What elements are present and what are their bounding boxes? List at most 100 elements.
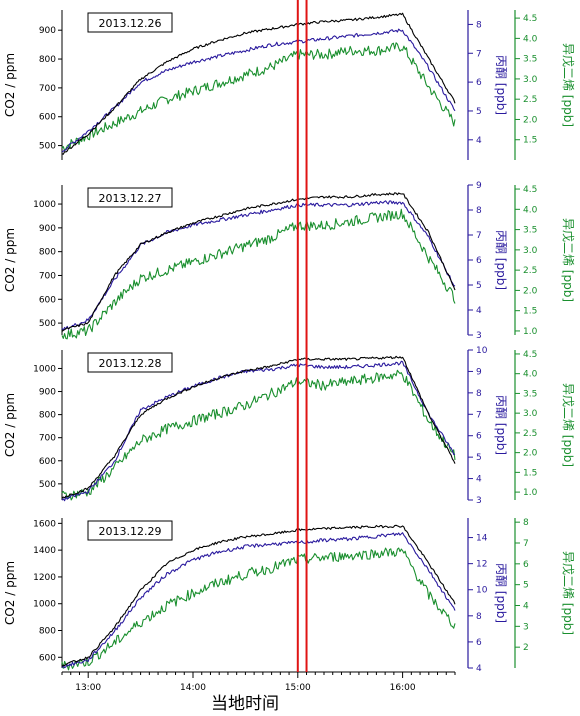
mid-tick-label: 4 (476, 306, 482, 316)
right-tick-label: 2.5 (523, 266, 537, 276)
series-line-isoprene (61, 42, 456, 152)
series-line-co2 (61, 355, 456, 499)
right-tick-label: 4.5 (523, 185, 537, 195)
left-tick-label: 900 (39, 388, 56, 398)
series-line-acetone (61, 360, 456, 502)
right-tick-label: 2.5 (523, 429, 537, 439)
date-box-frame (87, 12, 173, 33)
date-box-frame (87, 520, 173, 541)
left-axis-label: CO2 / ppm (3, 561, 17, 625)
mid-tick-label: 8 (476, 612, 482, 622)
right-axis-label: 异戊二烯 [ppb] (561, 551, 575, 635)
date-label: 2013.12.26 (99, 17, 162, 30)
left-tick-label: 700 (39, 84, 56, 94)
right-tick-label: 1.5 (523, 136, 537, 146)
right-tick-label: 3.5 (523, 389, 537, 399)
mid-tick-label: 4 (476, 664, 482, 674)
left-axis-label: CO2 / ppm (3, 393, 17, 457)
series-line-isoprene (61, 369, 456, 501)
left-axis-label: CO2 / ppm (3, 53, 17, 117)
mid-tick-label: 8 (476, 206, 482, 216)
time-markers (296, 0, 308, 672)
panel-2: 500 600 700 800 900 1000 CO2 / ppm 3 4 5 6 7 8 9 丙酮 [p… (3, 181, 575, 341)
left-tick-label: 800 (39, 627, 56, 637)
right-tick-label: 5 (523, 581, 529, 591)
date-box-frame (87, 352, 173, 373)
series-line-isoprene (61, 208, 456, 340)
mid-tick-label: 9 (476, 367, 482, 377)
series-line-co2 (61, 524, 456, 667)
right-tick-label: 3.5 (523, 55, 537, 65)
right-tick-label: 3.0 (523, 246, 538, 256)
right-tick-label: 3.0 (523, 75, 538, 85)
right-tick-label: 1.0 (523, 327, 538, 337)
series-line-co2 (61, 12, 456, 155)
left-tick-label: 1000 (33, 364, 56, 374)
left-tick-label: 900 (39, 26, 56, 36)
mid-tick-label: 4 (476, 475, 482, 485)
right-tick-label: 3.0 (523, 409, 538, 419)
mid-tick-label: 14 (476, 534, 488, 544)
x-tick-label: 15:00 (285, 683, 311, 693)
date-box: 2013.12.28 (87, 352, 173, 373)
mid-tick-label: 6 (476, 432, 482, 442)
right-tick-label: 2.0 (523, 286, 538, 296)
left-tick-label: 1200 (33, 573, 56, 583)
left-tick-label: 600 (39, 653, 56, 663)
left-tick-label: 900 (39, 224, 56, 234)
mid-tick-label: 10 (476, 346, 488, 356)
mid-axis-label: 丙酮 [ppb] (494, 230, 508, 290)
mid-tick-label: 5 (476, 453, 482, 463)
x-tick-label: 13:00 (75, 683, 101, 693)
left-tick-label: 600 (39, 113, 56, 123)
right-tick-label: 1.5 (523, 468, 537, 478)
mid-axis-label: 丙酮 [ppb] (494, 395, 508, 455)
right-tick-label: 4.5 (523, 14, 537, 24)
left-tick-label: 800 (39, 411, 56, 421)
mid-tick-label: 5 (476, 281, 482, 291)
mid-tick-label: 8 (476, 389, 482, 399)
right-tick-label: 2.0 (523, 449, 538, 459)
mid-tick-label: 6 (476, 256, 482, 266)
series-line-co2 (61, 192, 456, 332)
date-label: 2013.12.28 (99, 357, 162, 370)
left-tick-label: 600 (39, 457, 56, 467)
mid-tick-label: 7 (476, 231, 482, 241)
panel-3: 500 600 700 800 900 1000 CO2 / ppm 3 4 5 6 7 8 9 10 丙酮 … (3, 346, 575, 506)
right-tick-label: 1.5 (523, 307, 537, 317)
mid-tick-label: 7 (476, 49, 482, 59)
panel-4: 600 800 1000 1200 1400 1600 CO2 / ppm 4 6 8 10 12 14… (3, 518, 575, 674)
panel-1: 500 600 700 800 900 CO2 / ppm 4 5 6 7 8 丙酮 [ppb] 1.5… (3, 10, 575, 160)
x-axis: 13:00 14:00 15:00 16:00 (61, 671, 456, 693)
date-box: 2013.12.27 (87, 187, 173, 208)
x-tick-label: 14:00 (180, 683, 206, 693)
date-box: 2013.12.29 (87, 520, 173, 541)
right-tick-label: 4 (523, 602, 529, 612)
right-tick-label: 4.0 (523, 205, 538, 215)
mid-axis-label: 丙酮 [ppb] (494, 563, 508, 623)
date-box: 2013.12.26 (87, 12, 173, 33)
series-line-acetone (61, 532, 456, 669)
left-tick-label: 700 (39, 271, 56, 281)
right-tick-label: 3.5 (523, 226, 537, 236)
right-axis-label: 异戊二烯 [ppb] (561, 218, 575, 302)
right-tick-label: 3 (523, 622, 529, 632)
right-axis-label: 异戊二烯 [ppb] (561, 43, 575, 127)
right-tick-label: 8 (523, 518, 529, 528)
right-tick-label: 4.5 (523, 350, 537, 360)
panels: 500 600 700 800 900 CO2 / ppm 4 5 6 7 8 丙酮 [ppb] 1.5… (3, 10, 575, 674)
date-box-frame (87, 187, 173, 208)
right-tick-label: 2.5 (523, 95, 537, 105)
mid-tick-label: 3 (476, 331, 482, 341)
mid-tick-label: 10 (476, 586, 488, 596)
left-tick-label: 500 (39, 142, 56, 152)
left-tick-label: 800 (39, 248, 56, 258)
left-tick-label: 1000 (33, 600, 56, 610)
x-tick-label: 16:00 (390, 683, 416, 693)
left-axis-label: CO2 / ppm (3, 228, 17, 292)
left-tick-label: 1600 (33, 519, 56, 529)
mid-tick-label: 3 (476, 496, 482, 506)
mid-tick-label: 6 (476, 638, 482, 648)
left-tick-label: 500 (39, 319, 56, 329)
